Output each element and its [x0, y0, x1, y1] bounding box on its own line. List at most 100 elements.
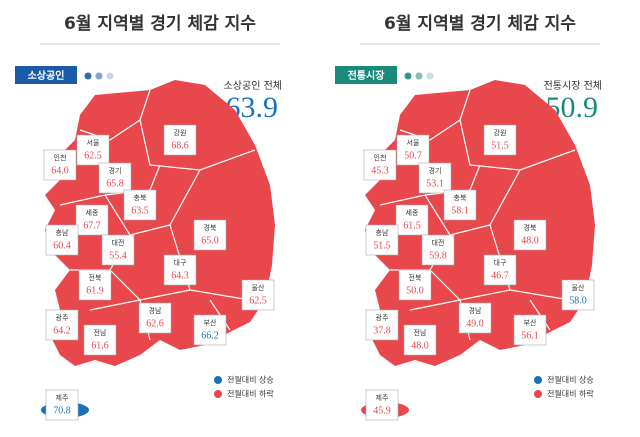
- region-label-box: [443, 189, 477, 221]
- badge-bg: [335, 66, 397, 84]
- region-label-box: [403, 324, 437, 356]
- region-value: 67.7: [83, 220, 101, 231]
- region-name: 전북: [409, 273, 422, 282]
- region-name: 충북: [454, 193, 467, 202]
- region-value: 46.7: [491, 270, 509, 281]
- region-label-box: [83, 324, 117, 356]
- region-label-box: [76, 134, 110, 166]
- legend-dot: [214, 376, 222, 384]
- badge-dot: [404, 72, 412, 80]
- region-value: 62.5: [84, 150, 102, 161]
- region-name: 인천: [54, 153, 67, 162]
- region-label-box: [421, 234, 455, 266]
- panel-title: 6월 지역별 경기 체감 지수: [384, 14, 576, 34]
- region-name: 제주: [376, 394, 389, 402]
- legend-label: 전월대비 상승: [547, 375, 594, 385]
- region-name: 부산: [204, 318, 217, 327]
- region-name: 울산: [572, 283, 585, 292]
- region-name: 광주: [56, 314, 69, 322]
- region-name: 경북: [204, 223, 217, 232]
- badge: 소상공인: [28, 69, 65, 82]
- region-label-box: [163, 124, 197, 156]
- region-value: 58.1: [451, 205, 469, 216]
- region-value: 70.8: [53, 405, 71, 416]
- region-label-box: [365, 309, 399, 341]
- badge-dot: [106, 72, 114, 80]
- region-name: 제주: [56, 394, 69, 402]
- region-value: 48.0: [411, 340, 429, 351]
- region-value: 59.8: [429, 250, 447, 261]
- region-name: 경남: [469, 306, 482, 315]
- region-label-box: [513, 219, 547, 251]
- badge-dot: [426, 72, 434, 80]
- region-value: 61.5: [403, 220, 421, 231]
- region-border: [459, 119, 576, 171]
- region-label-box: [395, 204, 429, 236]
- region-border: [139, 119, 256, 171]
- region-label-box: [45, 224, 79, 256]
- region-label-box: [98, 162, 132, 194]
- region-value: 48.0: [521, 235, 539, 246]
- region-label-box: [78, 269, 112, 301]
- region-value: 65.8: [106, 178, 124, 189]
- region-name: 경기: [109, 166, 122, 175]
- region-name: 대구: [494, 259, 507, 267]
- region-value: 64.2: [53, 325, 71, 336]
- region-value: 50.7: [404, 150, 422, 161]
- panel-title: 6월 지역별 경기 체감 지수: [64, 14, 256, 34]
- region-name: 충남: [376, 228, 389, 237]
- region-value: 51.5: [373, 240, 391, 251]
- region-label-box: [43, 149, 77, 181]
- total-label: 전통시장 전체: [544, 80, 602, 92]
- region-name: 전북: [89, 273, 102, 282]
- region-value: 63.5: [131, 205, 149, 216]
- region-name: 대전: [112, 238, 125, 247]
- region-value: 58.0: [569, 295, 587, 306]
- region-value: 64.0: [51, 165, 69, 176]
- region-name: 서울: [87, 138, 100, 147]
- legend-label: 전월대비 하락: [547, 389, 594, 399]
- region-name: 경북: [524, 223, 537, 232]
- region-name: 경기: [429, 166, 442, 175]
- legend-dot: [534, 376, 542, 384]
- region-label-box: [513, 314, 547, 346]
- region-value: 62.5: [249, 295, 267, 306]
- region-name: 세종: [86, 208, 99, 217]
- region-value: 49.0: [466, 318, 484, 329]
- region-name: 세종: [406, 208, 419, 217]
- badge-dot: [415, 72, 423, 80]
- region-label-box: [45, 389, 79, 421]
- region-label-box: [193, 219, 227, 251]
- region-label-box: [123, 189, 157, 221]
- region-name: 인천: [374, 153, 387, 162]
- region-label-box: [163, 254, 197, 286]
- region-label-box: [365, 389, 399, 421]
- region-name: 서울: [407, 138, 420, 147]
- region-value: 61.6: [91, 340, 109, 351]
- region-label-box: [396, 134, 430, 166]
- region-value: 53.1: [426, 178, 444, 189]
- region-name: 전남: [94, 328, 107, 337]
- legend-dot: [534, 390, 542, 398]
- region-value: 51.5: [491, 140, 509, 151]
- region-name: 광주: [376, 314, 389, 322]
- region-value: 61.9: [86, 285, 104, 296]
- region-value: 55.4: [109, 250, 127, 261]
- region-label-box: [75, 204, 109, 236]
- region-label-box: [398, 269, 432, 301]
- region-value: 45.9: [373, 405, 391, 416]
- region-label-box: [561, 279, 595, 311]
- legend-dot: [214, 390, 222, 398]
- region-value: 65.0: [201, 235, 219, 246]
- region-name: 충남: [56, 228, 69, 237]
- region-value: 45.3: [371, 165, 389, 176]
- total-label: 소상공인 전체: [224, 80, 282, 92]
- region-label-box: [418, 162, 452, 194]
- region-name: 충북: [134, 193, 147, 202]
- region-value: 37.8: [373, 325, 391, 336]
- region-label-box: [193, 314, 227, 346]
- legend-label: 전월대비 상승: [227, 375, 274, 385]
- region-value: 68.6: [171, 140, 189, 151]
